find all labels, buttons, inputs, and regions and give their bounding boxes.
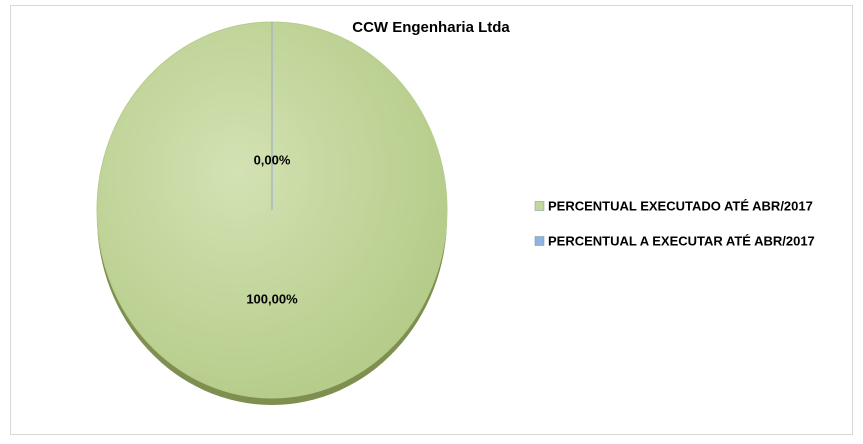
legend-swatch	[534, 201, 545, 211]
data-label: 100,00%	[246, 292, 298, 307]
data-label: 0,00%	[254, 153, 291, 168]
chart-title: CCW Engenharia Ltda	[352, 19, 510, 36]
legend-label: PERCENTUAL EXECUTADO ATÉ ABR/2017	[548, 198, 813, 213]
legend-label: PERCENTUAL A EXECUTAR ATÉ ABR/2017	[548, 233, 815, 248]
legend-swatch	[534, 236, 545, 246]
